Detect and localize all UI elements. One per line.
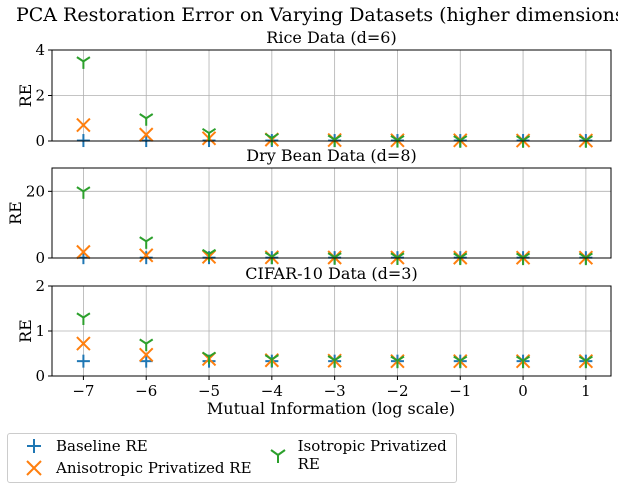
data-point-tri_down [578, 252, 593, 266]
data-point-tri_down [264, 354, 279, 367]
figure-title: PCA Restoration Error on Varying Dataset… [16, 4, 618, 26]
data-point-tri_down [139, 113, 154, 126]
x-tick-label: −2 [386, 382, 408, 400]
y-axis-label: RE [16, 84, 35, 108]
plot-frame [51, 167, 612, 259]
data-point-tri_down [453, 135, 468, 148]
plus-marker-icon [27, 439, 41, 453]
plot-frame [51, 49, 612, 142]
y-tick-label: 4 [35, 41, 45, 59]
data-point-tri_down [327, 252, 342, 265]
data-point-tri_down [76, 186, 91, 199]
legend: Baseline RE Anisotropic Privatized RE Is… [7, 433, 457, 483]
data-point-tri_down [139, 338, 154, 352]
legend-item-baseline: Baseline RE [22, 437, 148, 455]
data-point-tri_down [76, 56, 91, 69]
y-axis-label: RE [16, 319, 35, 343]
legend-item-anisotropic: Anisotropic Privatized RE [22, 459, 252, 477]
data-point-x [76, 336, 91, 351]
x-tick-label: −6 [135, 382, 157, 400]
subplot-3: CIFAR-10 Data (d=3)012−7 −6 −5 −4 −3 −2 −1 0 1RE [16, 264, 612, 400]
data-point-tri_down [390, 355, 405, 369]
x-tick-label: 0 [518, 382, 528, 400]
data-point-x [139, 248, 154, 263]
data-point-tri_down [516, 355, 531, 369]
data-point-plus [76, 354, 90, 368]
legend-label-isotropic: Isotropic Privatized RE [297, 437, 447, 473]
data-point-tri_down [516, 252, 531, 266]
data-point-tri_down [578, 135, 593, 148]
legend-label-anisotropic: Anisotropic Privatized RE [56, 459, 252, 477]
x-tick-label: −3 [324, 382, 346, 400]
subplot-title: Rice Data (d=6) [266, 28, 396, 47]
data-point-tri_down [453, 252, 468, 266]
x-tick-label: −4 [261, 382, 283, 400]
data-point-tri_down [327, 355, 342, 368]
legend-item-isotropic: Isotropic Privatized RE [266, 437, 456, 473]
y-tick-label: 0 [35, 249, 45, 267]
data-point-tri_down [139, 236, 154, 249]
y-tick-label: 1 [35, 322, 45, 340]
data-point-tri_down [516, 135, 531, 148]
data-point-x [76, 244, 91, 260]
y-tick-label: 0 [35, 132, 45, 150]
y-tick-label: 0 [35, 367, 45, 385]
x-marker-icon [26, 460, 42, 476]
x-tick-label: −1 [449, 382, 471, 400]
y-axis-label: RE [6, 201, 25, 225]
y-tick-label: 2 [35, 277, 45, 295]
data-point-tri_down [201, 351, 217, 365]
plot-frame [51, 285, 612, 377]
x-tick-label: −7 [72, 382, 94, 400]
x-tick-label: −5 [198, 382, 220, 400]
data-point-tri_down [264, 132, 279, 146]
data-point-x [76, 117, 91, 133]
subplot-title: CIFAR-10 Data (d=3) [245, 264, 417, 283]
data-point-x [139, 347, 154, 363]
x-axis-label: Mutual Information (log scale) [207, 399, 455, 418]
data-point-tri_down [201, 127, 217, 141]
tri-down-marker-icon [270, 449, 286, 463]
x-tick-label: 1 [581, 382, 591, 400]
data-point-tri_down [453, 355, 468, 369]
data-point-tri_down [76, 312, 91, 325]
data-point-plus [139, 354, 153, 368]
data-point-x [139, 127, 154, 142]
subplot-1: Rice Data (d=6) 0 2 4 RE [16, 28, 612, 150]
legend-label-baseline: Baseline RE [56, 437, 148, 455]
subplot-title: Dry Bean Data (d=8) [246, 146, 417, 165]
data-point-tri_down [390, 252, 405, 265]
data-point-tri_down [578, 355, 593, 369]
y-tick-label: 2 [35, 87, 45, 105]
y-tick-label: 20 [26, 182, 45, 200]
